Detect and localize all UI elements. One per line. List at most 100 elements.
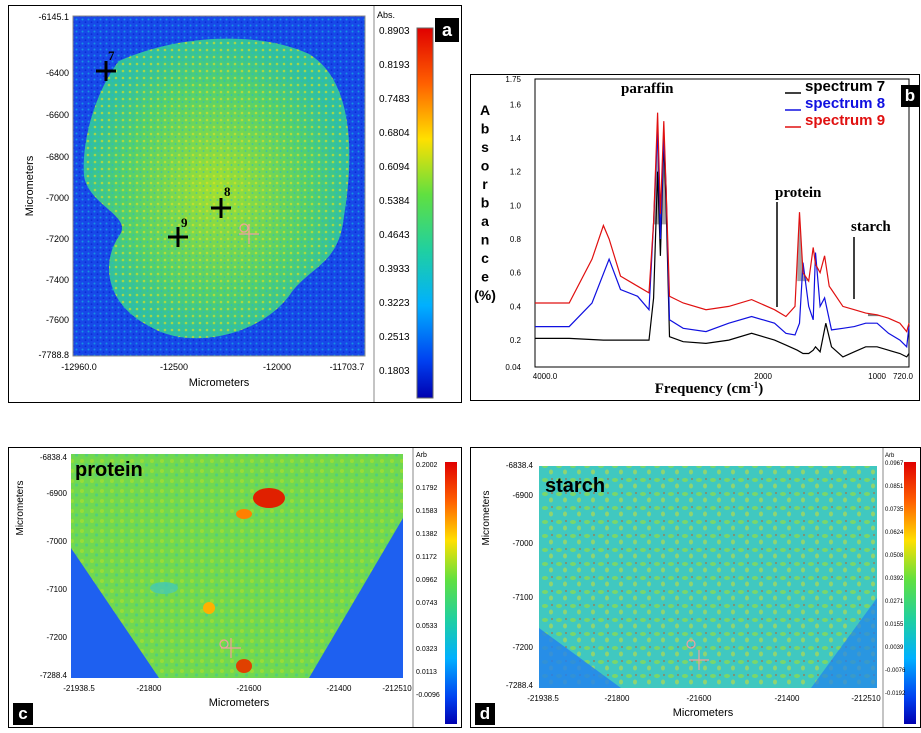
svg-text:-6800: -6800 [46, 152, 69, 162]
y-tick-label: 1.2 [510, 168, 522, 177]
panel-c-x-label: Micrometers [209, 697, 270, 709]
y-tick-label: 0.2 [510, 336, 522, 345]
svg-text:-21600: -21600 [687, 694, 712, 703]
y-tick-label: 0.04 [505, 363, 521, 372]
svg-text:-7288.4: -7288.4 [40, 671, 68, 680]
svg-text:-7100: -7100 [513, 593, 534, 602]
svg-text:-12960.0: -12960.0 [61, 362, 97, 372]
svg-text:0.0967: 0.0967 [885, 461, 904, 467]
panel-d-x-ticks: -21938.5 -21800 -21600 -21400 -212510 [527, 694, 881, 703]
svg-text:-21400: -21400 [327, 684, 352, 693]
panel-c-title: protein [75, 459, 143, 481]
annotation-paraffin: paraffin [621, 81, 674, 97]
panel-c: protein -6838.4 -6900 -7000 -7100 -7200 … [8, 447, 462, 728]
y-label-letter: b [481, 195, 490, 211]
svg-text:-212510: -212510 [851, 694, 881, 703]
svg-text:Arb: Arb [885, 453, 895, 459]
svg-text:7: 7 [108, 48, 115, 63]
series-line-spectrum-7 [535, 141, 910, 358]
x-tick-label: 4000.0 [533, 372, 558, 381]
svg-text:0.7483: 0.7483 [379, 94, 410, 105]
panel-a-svg: 7 8 9 -6145.1 -6400 -6600 -6800 -7000 -7… [24, 6, 434, 402]
annotation-protein: protein [775, 185, 822, 201]
svg-text:-21800: -21800 [605, 694, 630, 703]
svg-text:-6900: -6900 [513, 491, 534, 500]
svg-text:0.5384: 0.5384 [379, 196, 410, 207]
svg-text:0.6804: 0.6804 [379, 128, 410, 139]
cursor-crosshair-icon [239, 223, 259, 244]
panel-a-x-label: Micrometers [189, 377, 250, 389]
svg-text:0.0533: 0.0533 [416, 623, 438, 630]
panel-c-x-ticks: -21938.5 -21800 -21600 -21400 -212510 [63, 684, 412, 693]
y-label-letter: e [481, 269, 489, 285]
shaded-band-protein [797, 219, 809, 282]
svg-text:0.1583: 0.1583 [416, 508, 438, 515]
panel-a-colorbar-title: Abs. [377, 10, 395, 20]
panel-d-letter: d [475, 703, 495, 725]
svg-text:-21938.5: -21938.5 [63, 684, 95, 693]
svg-text:-7200: -7200 [47, 633, 68, 642]
svg-text:0.8903: 0.8903 [379, 26, 410, 37]
svg-text:0.0271: 0.0271 [885, 599, 904, 605]
svg-text:-21400: -21400 [775, 694, 800, 703]
svg-text:-7600: -7600 [46, 315, 69, 325]
y-tick-label: 1.6 [510, 100, 522, 109]
svg-text:-12000: -12000 [263, 362, 291, 372]
svg-text:0.1803: 0.1803 [379, 366, 410, 377]
svg-text:-0.0076: -0.0076 [885, 668, 906, 674]
svg-text:0.0039: 0.0039 [885, 645, 904, 651]
svg-text:-6400: -6400 [46, 68, 69, 78]
y-tick-label: 1.4 [510, 134, 522, 143]
svg-text:-6838.4: -6838.4 [506, 461, 534, 470]
panel-c-letter: c [13, 703, 33, 725]
svg-text:Arb: Arb [416, 452, 427, 459]
legend-spectrum-7: spectrum 7 [805, 78, 885, 95]
svg-text:0.0624: 0.0624 [885, 530, 904, 536]
svg-text:-212510: -212510 [382, 684, 412, 693]
svg-text:-6145.1: -6145.1 [38, 12, 69, 22]
svg-text:0.0962: 0.0962 [416, 577, 438, 584]
panel-a-y-label: Micrometers [24, 155, 36, 216]
panel-d-colorbar [904, 462, 916, 724]
x-tick-label: 2000 [754, 372, 772, 381]
svg-text:0.0851: 0.0851 [885, 484, 904, 490]
svg-text:-6900: -6900 [47, 489, 68, 498]
svg-text:-7288.4: -7288.4 [506, 681, 534, 690]
svg-text:-7200: -7200 [46, 234, 69, 244]
svg-text:0.3933: 0.3933 [379, 264, 410, 275]
x-tick-label: 1000 [868, 372, 886, 381]
panel-c-y-label: Micrometers [15, 480, 26, 535]
panel-b-letter: b [901, 85, 919, 107]
svg-text:9: 9 [181, 215, 188, 230]
panel-a-x-ticks: -12960.0 -12500 -12000 -11703.7 [61, 362, 364, 372]
svg-text:8: 8 [224, 184, 231, 199]
series-line-spectrum-9 [535, 112, 910, 333]
panel-b: 1.75 1.6 1.4 1.2 1.0 0.8 0.6 0.4 0.2 0.04 4000.0 2… [470, 74, 920, 401]
legend-spectrum-8: spectrum 8 [805, 95, 885, 112]
y-label-letter: A [480, 102, 490, 118]
panel-a-y-ticks: -6145.1 -6400 -6600 -6800 -7000 -7200 -7… [38, 12, 69, 360]
x-tick-label: 720.0 [893, 372, 914, 381]
y-label-letter: b [481, 121, 490, 137]
svg-text:0.8193: 0.8193 [379, 60, 410, 71]
svg-text:-6838.4: -6838.4 [40, 453, 68, 462]
svg-text:-11703.7: -11703.7 [330, 362, 365, 372]
svg-text:-6600: -6600 [46, 110, 69, 120]
series-line-spectrum-8 [535, 129, 910, 349]
panel-b-x-label: Frequency (cm-1) [655, 380, 763, 397]
panel-a: 7 8 9 -6145.1 -6400 -6600 -6800 -7000 -7… [8, 5, 462, 403]
svg-text:0.1172: 0.1172 [416, 554, 437, 561]
svg-text:0.0735: 0.0735 [885, 507, 904, 513]
svg-text:-7100: -7100 [47, 585, 68, 594]
panel-b-chart: 1.75 1.6 1.4 1.2 1.0 0.8 0.6 0.4 0.2 0.04 4000.0 2… [474, 75, 914, 397]
panel-c-colorbar-ticks: 0.2002 0.1792 0.1583 0.1382 0.1172 0.096… [416, 462, 440, 699]
marker-8: 8 [211, 184, 231, 218]
svg-text:-0.0096: -0.0096 [416, 692, 440, 699]
y-tick-label: 0.4 [510, 302, 522, 311]
svg-text:-21800: -21800 [137, 684, 162, 693]
svg-text:0.0508: 0.0508 [885, 553, 904, 559]
svg-text:-7000: -7000 [47, 537, 68, 546]
y-label-letter: o [481, 158, 490, 174]
svg-text:-7000: -7000 [513, 539, 534, 548]
y-tick-label: 1.0 [510, 201, 522, 210]
